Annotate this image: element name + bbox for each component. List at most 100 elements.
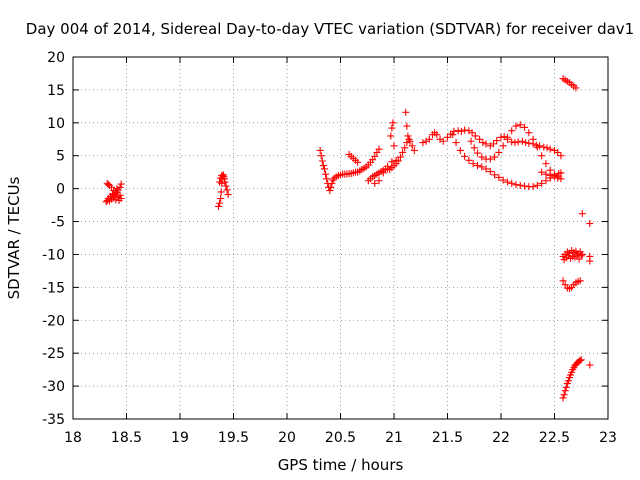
series-arc-22.6-low (559, 277, 584, 293)
y-tick-label: -5 (51, 215, 65, 231)
data-point (495, 148, 503, 156)
data-point (543, 144, 551, 152)
y-tick-label: 0 (56, 182, 65, 198)
data-point (562, 383, 570, 391)
data-point (499, 142, 507, 150)
data-point (478, 153, 486, 161)
data-point (508, 179, 516, 187)
data-point (491, 171, 499, 179)
x-tick-label: 18.5 (111, 430, 142, 446)
data-point (516, 121, 524, 129)
x-tick-label: 21.5 (432, 430, 463, 446)
plot-frame (72, 56, 609, 420)
data-point (116, 191, 124, 199)
data-point (387, 132, 395, 140)
data-point (586, 257, 594, 265)
data-point (512, 122, 520, 130)
data-point (320, 165, 328, 173)
data-point (564, 377, 572, 385)
data-point (406, 137, 414, 145)
data-point (218, 171, 226, 179)
x-tick-label: 22 (492, 430, 510, 446)
y-tick-label: -30 (42, 379, 65, 395)
data-point (388, 158, 396, 166)
data-point (546, 145, 554, 153)
data-point (371, 152, 379, 160)
data-point (224, 191, 232, 199)
data-point (375, 177, 383, 185)
data-point (433, 131, 441, 139)
data-point (117, 180, 125, 188)
data-point (403, 122, 411, 130)
data-point (490, 140, 498, 148)
data-point (538, 168, 546, 176)
y-tick-label: -10 (42, 247, 65, 263)
data-point (577, 356, 585, 364)
data-point (456, 146, 464, 154)
data-point (323, 175, 331, 183)
series-arc-21.5-loop (449, 131, 565, 191)
data-point (511, 139, 519, 147)
data-point (538, 179, 546, 187)
y-tick-label: 15 (47, 83, 65, 99)
x-tick-label: 22.5 (539, 430, 570, 446)
y-tick-label: -25 (42, 346, 65, 362)
data-point (557, 152, 565, 160)
data-point (401, 144, 409, 152)
data-point (525, 139, 533, 147)
data-point (471, 132, 479, 140)
data-point (546, 171, 554, 179)
data-point (518, 137, 526, 145)
data-point (319, 162, 327, 170)
data-point (318, 157, 326, 165)
data-point (316, 146, 324, 154)
data-point (384, 162, 392, 170)
series-arc-20.6 (345, 150, 362, 166)
data-point (117, 195, 125, 203)
y-tick-label: -20 (42, 313, 65, 329)
y-tick-label: 20 (47, 50, 65, 66)
data-point (328, 179, 336, 187)
data-point (479, 139, 487, 147)
x-tick-label: 20 (278, 430, 296, 446)
data-point (576, 356, 584, 364)
series-arc-20.3 (316, 145, 383, 195)
data-point (371, 179, 379, 187)
data-point (113, 185, 121, 193)
data-point (499, 176, 507, 184)
data-point (402, 108, 410, 116)
data-point (354, 158, 362, 166)
data-point (390, 142, 398, 150)
axis-ticks: 18 18.5 19 19.5 20 20.5 21 21.5 22 22.5 23 -35 -30 -2… (42, 50, 617, 446)
data-point (465, 156, 473, 164)
data-point (521, 123, 529, 131)
data-point (396, 153, 404, 161)
data-point (578, 250, 586, 258)
data-point (222, 182, 230, 190)
series-arc-21.3-upper (419, 126, 565, 160)
data-point (116, 183, 124, 191)
y-tick-label: -15 (42, 280, 65, 296)
y-tick-label: 5 (56, 149, 65, 165)
data-point (512, 181, 520, 189)
data-point (388, 124, 396, 132)
series-arc-19.4 (215, 171, 232, 210)
data-point (399, 148, 407, 156)
data-point (493, 137, 501, 145)
data-point (542, 177, 550, 185)
data-point (408, 142, 416, 150)
data-point (327, 183, 335, 191)
data-point (554, 148, 562, 156)
data-point (572, 84, 580, 92)
data-point (557, 175, 565, 183)
data-point (478, 163, 486, 171)
data-point (561, 387, 569, 395)
x-tick-label: 23 (599, 430, 617, 446)
data-point (495, 173, 503, 181)
data-point (215, 202, 223, 210)
data-point (529, 183, 537, 191)
chart-title: Day 004 of 2014, Sidereal Day-to-day VTE… (26, 20, 634, 38)
x-axis-label: GPS time / hours (278, 456, 404, 474)
data-point (326, 187, 334, 195)
data-points (102, 75, 594, 402)
